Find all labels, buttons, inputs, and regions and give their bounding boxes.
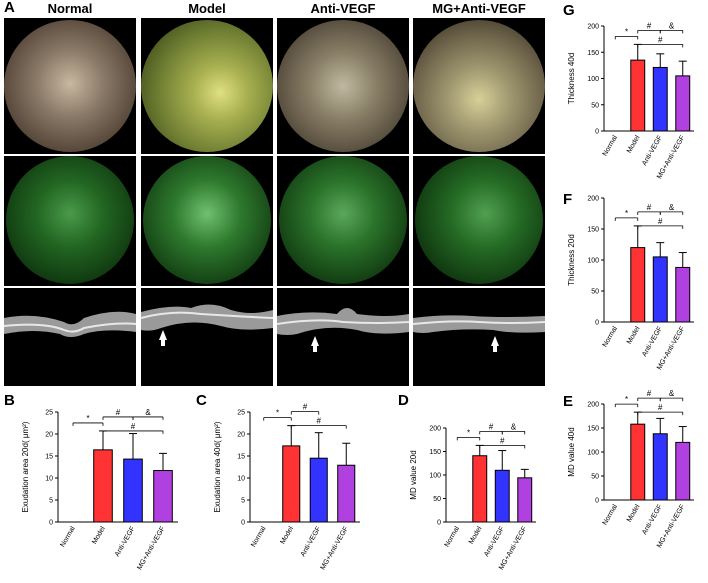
sig-d-antivegf-mg-symbol: & <box>511 422 517 431</box>
arrow-icon-mg-anti-vegf <box>491 336 499 352</box>
sig-f-antivegf-mg-symbol: & <box>669 203 675 212</box>
column-title-model: Model <box>188 1 226 16</box>
y-tick-label-b-1: 5 <box>49 498 53 505</box>
y-tick-label-e-1: 50 <box>591 474 599 481</box>
category-label-g-1: Model <box>626 134 642 154</box>
ffa-image-mg-anti-vegf <box>413 156 545 286</box>
column-title-anti-vegf: Anti-VEGF <box>310 1 376 16</box>
sig-e-antivegf-mg-symbol: & <box>669 389 675 398</box>
y-tick-label-g-3: 150 <box>587 50 599 57</box>
sig-f-model-antivegf-symbol: # <box>647 203 652 212</box>
y-tick-label-d-1: 50 <box>433 496 441 503</box>
y-tick-label-c-4: 20 <box>237 432 245 439</box>
sig-f-normal-model-symbol: * <box>625 209 628 218</box>
sig-g-model-mg-symbol: # <box>658 35 663 44</box>
sig-e-normal-model-symbol: * <box>625 395 628 404</box>
sig-f-model-mg-symbol: # <box>658 217 663 226</box>
column-title-mg-anti-vegf: MG+Anti-VEGF <box>432 1 526 16</box>
y-tick-label-f-1: 50 <box>591 289 599 296</box>
sig-b-model-antivegf-symbol: # <box>116 408 121 417</box>
sig-g-antivegf-mg-symbol: & <box>669 21 675 30</box>
panel-label-a: A <box>4 0 15 16</box>
y-tick-label-d-2: 100 <box>429 473 441 480</box>
fundus-image-anti-vegf <box>277 18 409 154</box>
sig-d-normal-model-symbol: * <box>467 428 470 437</box>
y-tick-label-d-4: 200 <box>429 426 441 433</box>
column-title-normal: Normal <box>47 1 93 16</box>
ffa-image-anti-vegf <box>277 156 409 286</box>
panel-label-c: C <box>196 392 207 409</box>
y-tick-label-b-5: 25 <box>45 410 53 417</box>
fundus-image-model <box>141 18 273 154</box>
sig-b-normal-model-symbol: * <box>86 414 89 423</box>
y-tick-label-e-4: 200 <box>587 402 599 409</box>
y-tick-label-b-0: 0 <box>49 520 53 527</box>
oct-image-model <box>141 288 273 386</box>
y-tick-label-f-2: 100 <box>587 258 599 265</box>
y-tick-label-f-3: 150 <box>587 227 599 234</box>
y-tick-label-f-0: 0 <box>595 320 599 327</box>
category-label-g-0: Normal <box>602 134 620 157</box>
sig-c-model-mg-symbol: # <box>317 417 322 426</box>
sig-b-antivegf-mg-symbol: & <box>145 408 151 417</box>
panel-label-f: F <box>563 191 573 208</box>
bar-g-2 <box>652 66 668 132</box>
y-tick-label-b-4: 20 <box>45 432 53 439</box>
y-tick-label-g-2: 100 <box>587 76 599 83</box>
sig-c-model-antivegf-symbol: # <box>303 403 308 412</box>
category-label-g-2: Anti-VEGF <box>641 135 664 167</box>
y-tick-label-c-3: 15 <box>237 454 245 461</box>
y-tick-label-c-0: 0 <box>241 520 245 527</box>
bar-g-1 <box>630 59 646 132</box>
y-tick-label-d-3: 150 <box>429 449 441 456</box>
oct-image-normal <box>4 288 136 386</box>
bar-g-3 <box>675 75 691 132</box>
arrow-icon-model <box>159 330 167 346</box>
y-tick-label-g-0: 0 <box>595 129 599 136</box>
y-axis-label-c: Exudation area 40d( μm²) <box>213 421 222 512</box>
oct-image-mg-anti-vegf <box>413 288 545 386</box>
y-tick-label-b-3: 15 <box>45 454 53 461</box>
sig-c-normal-model-symbol: * <box>276 409 279 418</box>
sig-b-model-mg-symbol: # <box>131 422 136 431</box>
y-tick-label-c-5: 25 <box>237 410 245 417</box>
fundus-image-mg-anti-vegf <box>413 18 545 154</box>
sig-d-model-antivegf-symbol: # <box>489 422 494 431</box>
panel-label-d: D <box>398 392 409 409</box>
ffa-image-model <box>141 156 273 286</box>
y-axis-label-g: Thickness 40d <box>567 53 576 105</box>
sig-g-normal-model-symbol: * <box>625 27 628 36</box>
y-tick-label-f-4: 200 <box>587 196 599 203</box>
y-tick-label-e-3: 150 <box>587 426 599 433</box>
y-tick-label-c-2: 10 <box>237 476 245 483</box>
y-tick-label-c-1: 5 <box>241 498 245 505</box>
sig-e-model-antivegf-symbol: # <box>647 389 652 398</box>
y-tick-label-g-4: 200 <box>587 24 599 31</box>
y-axis-label-d: MD value 20d <box>409 450 418 499</box>
y-tick-label-e-0: 0 <box>595 498 599 505</box>
y-axis-label-f: Thickness 20d <box>567 234 576 286</box>
sig-e-model-mg-symbol: # <box>658 403 663 412</box>
arrow-icon-anti-vegf <box>311 336 319 352</box>
panel-label-b: B <box>4 392 15 409</box>
y-tick-label-b-2: 10 <box>45 476 53 483</box>
sig-g-model-antivegf-symbol: # <box>647 21 652 30</box>
panel-label-g: G <box>563 2 575 19</box>
y-tick-label-e-2: 100 <box>587 450 599 457</box>
fundus-image-normal <box>4 18 136 154</box>
oct-image-anti-vegf <box>277 288 409 386</box>
y-axis-label-e: MD value 40d <box>567 427 576 476</box>
panel-label-e: E <box>563 393 574 410</box>
y-tick-label-g-1: 50 <box>591 102 599 109</box>
y-tick-label-d-0: 0 <box>437 520 441 527</box>
sig-d-model-mg-symbol: # <box>500 436 505 445</box>
ffa-image-normal <box>4 156 136 286</box>
y-axis-label-b: Exudation area 20d( μm²) <box>21 421 30 512</box>
